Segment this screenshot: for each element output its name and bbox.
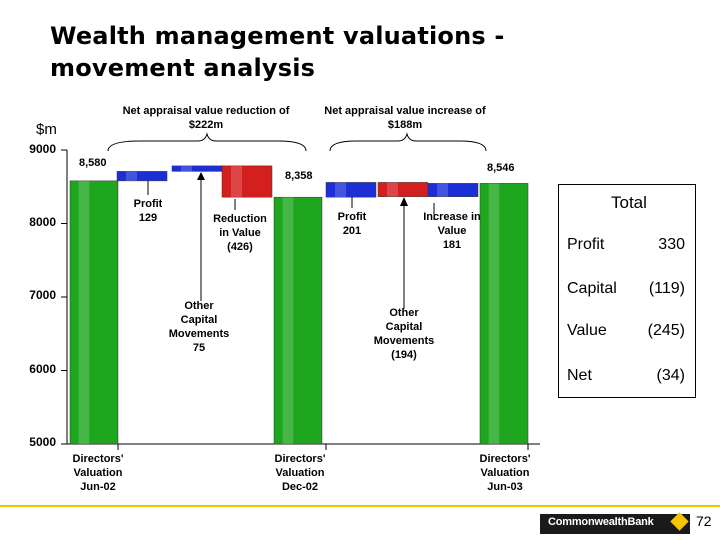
tick-marks	[61, 149, 529, 450]
brace-label-increase-line-1: Net appraisal value increase of	[324, 105, 486, 117]
page-number: 72	[696, 513, 712, 529]
annotation-other-capital-2: Other Capital Movements (194)	[362, 306, 446, 362]
x-label-jun02-line-2: Valuation	[73, 467, 123, 479]
annotation-profit-2-line-1: Profit	[337, 211, 367, 223]
totals-title: Total	[611, 193, 647, 212]
x-label-jun02-line-1: Directors'	[72, 453, 124, 465]
bar-delta-7	[427, 183, 479, 197]
annotation-increase-value-line-1: Increase in	[423, 211, 481, 223]
page-title-line-1: Wealth management valuations -	[50, 22, 505, 50]
brace-increase	[329, 132, 487, 152]
bank-logo: CommonwealthBank	[548, 516, 654, 528]
annotation-other-capital-1-line-2: Capital	[180, 314, 218, 326]
annotation-other-capital-2-line-2: Capital	[385, 321, 423, 333]
page-title-line-2: movement analysis	[50, 54, 316, 82]
bar-highlight-6	[387, 182, 398, 197]
totals-row-label: Profit	[567, 236, 605, 253]
annotation-other-capital-1-line-1: Other	[184, 300, 214, 312]
arrowhead-other-capital-1	[197, 172, 205, 180]
bar-total-0	[69, 180, 119, 445]
bar-delta-2	[171, 165, 223, 172]
totals-row-label: Value	[567, 322, 607, 339]
y-tick-label: 8000	[29, 215, 56, 229]
bar-highlight-8	[488, 183, 500, 444]
annotation-other-capital-2-line-1: Other	[389, 307, 419, 319]
bars	[69, 165, 529, 445]
annotation-other-capital-1-line-4: 75	[192, 342, 206, 354]
brace-label-reduction-line-2: $222m	[188, 119, 224, 131]
x-label-jun03-line-1: Directors'	[479, 453, 531, 465]
bar-highlight-2	[181, 165, 192, 172]
bar-highlight-1	[126, 171, 137, 181]
brace-reduction	[107, 132, 307, 152]
totals-row-value: 330	[658, 236, 685, 253]
bar-delta-1	[116, 171, 168, 182]
bar-highlight-7	[437, 183, 448, 197]
bar-total-4	[273, 196, 323, 445]
bar-highlight-5	[335, 182, 346, 198]
annotation-other-capital-1-line-3: Movements	[168, 328, 230, 340]
bar-total-8	[479, 183, 529, 445]
annotation-profit-1: Profit 129	[120, 197, 176, 225]
annotation-profit-1-line-1: Profit	[133, 198, 163, 210]
annotation-profit-2: Profit 201	[324, 210, 380, 238]
totals-row-label: Net	[567, 367, 592, 384]
bar-highlight-0	[78, 180, 90, 444]
x-label-jun03: Directors' Valuation Jun-03	[460, 452, 550, 494]
y-tick-label: 9000	[29, 142, 56, 156]
bar-delta-6	[377, 182, 429, 197]
logo-bar	[540, 514, 690, 534]
totals-row-value: (34)	[656, 367, 685, 384]
totals-row-label: Capital	[567, 280, 617, 297]
annotation-profit-1-line-2: 129	[138, 212, 158, 224]
bar-highlight-3	[231, 165, 242, 198]
annotation-profit-2-line-2: 201	[342, 225, 362, 237]
x-label-jun03-line-2: Valuation	[480, 467, 530, 479]
y-tick-label: 5000	[29, 435, 56, 449]
bar-delta-5	[325, 182, 377, 198]
x-label-jun02: Directors' Valuation Jun-02	[53, 452, 143, 494]
annotation-other-capital-2-line-3: Movements	[373, 335, 435, 347]
bar-delta-3	[221, 165, 273, 198]
annotation-other-capital-1: Other Capital Movements 75	[158, 299, 240, 355]
brace-label-increase: Net appraisal value increase of $188m	[300, 104, 510, 132]
y-axis-unit: $m	[36, 121, 57, 138]
arrowhead-other-capital-2	[400, 197, 408, 206]
x-label-dec02-line-3: Dec-02	[281, 481, 319, 493]
annotation-increase-value: Increase in Value 181	[412, 210, 492, 252]
annotation-other-capital-2-line-4: (194)	[391, 349, 417, 361]
annotation-increase-value-line-2: Value	[437, 225, 467, 237]
bar-highlight-4	[282, 197, 294, 444]
annotation-reduction-value-line-2: in Value	[219, 227, 261, 239]
brace-label-reduction: Net appraisal value reduction of $222m	[96, 104, 316, 132]
annotation-reduction-value: Reduction in Value (426)	[202, 212, 278, 254]
x-label-dec02-line-1: Directors'	[274, 453, 326, 465]
x-label-jun02-line-3: Jun-02	[80, 481, 116, 493]
x-label-dec02: Directors' Valuation Dec-02	[255, 452, 345, 494]
x-label-dec02-line-2: Valuation	[275, 467, 325, 479]
brace-label-reduction-line-1: Net appraisal value reduction of	[122, 105, 290, 117]
page-title: Wealth management valuations - movement …	[50, 20, 505, 84]
x-label-jun03-line-3: Jun-03	[487, 481, 523, 493]
totals-row-value: (245)	[647, 322, 685, 339]
y-tick-label: 6000	[29, 362, 56, 376]
value-label-jun03: 8,546	[487, 162, 515, 174]
footer-divider	[0, 505, 720, 507]
totals-panel: Total Profit 330 Capital (119) Value (24…	[558, 184, 696, 398]
value-label-jun02: 8,580	[79, 157, 107, 169]
brace-label-increase-line-2: $188m	[387, 119, 423, 131]
annotation-reduction-value-line-3: (426)	[227, 241, 253, 253]
annotation-increase-value-line-3: 181	[442, 239, 462, 251]
y-tick-label: 7000	[29, 288, 56, 302]
value-label-dec02: 8,358	[285, 170, 313, 182]
totals-row-value: (119)	[648, 280, 685, 297]
annotation-reduction-value-line-1: Reduction	[213, 213, 267, 225]
